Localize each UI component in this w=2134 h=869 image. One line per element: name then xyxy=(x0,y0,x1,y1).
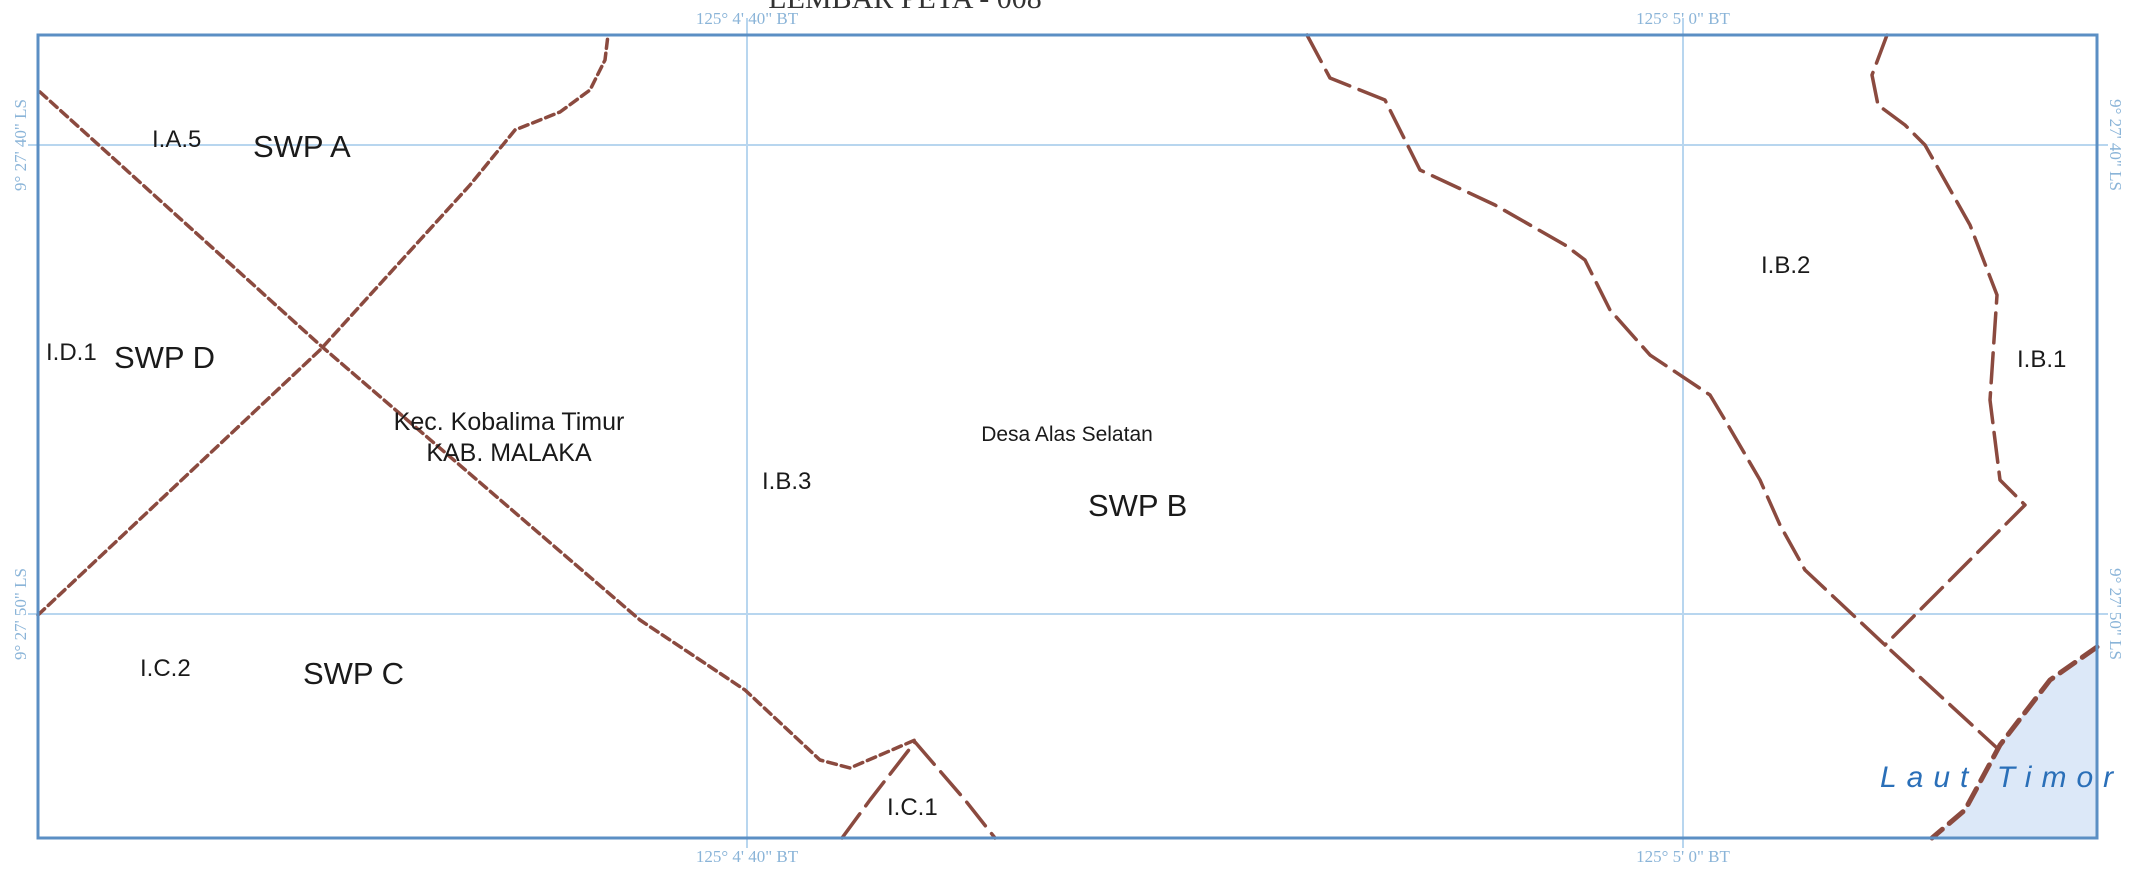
unit-label-ib1: I.B.1 xyxy=(2017,346,2066,373)
lat-label-right-1: 9° 27' 40" LS xyxy=(2106,99,2125,191)
zone-label-swp-c: SWP C xyxy=(303,656,404,691)
unit-label-id1: I.D.1 xyxy=(46,339,97,366)
admin-boundary-sw-ne xyxy=(36,33,610,617)
kecamatan-label: Kec. Kobalima Timur xyxy=(394,408,625,436)
sea-label: Laut Timor xyxy=(1880,761,2123,794)
lon-label-bottom-2: 125° 5' 0" BT xyxy=(1636,847,1730,866)
map-frame xyxy=(36,33,2099,840)
zone-label-swp-a: SWP A xyxy=(253,129,351,164)
unit-label-ic1: I.C.1 xyxy=(887,794,938,821)
sheet-title: LEMBAR PETA - 008 xyxy=(768,0,1041,15)
unit-label-ic2: I.C.2 xyxy=(140,655,191,682)
unit-boundary-ic1 xyxy=(840,740,997,840)
lon-label-bottom-1: 125° 4' 40" BT xyxy=(696,847,799,866)
lat-label-left-1: 9° 27' 40" LS xyxy=(11,99,30,191)
coastline xyxy=(1929,644,2100,841)
unit-label-ia5: I.A.5 xyxy=(152,126,201,153)
graticule-lines xyxy=(28,18,2108,848)
lat-label-right-2: 9° 27' 50" LS xyxy=(2106,568,2125,660)
unit-boundary-ib3-ib2 xyxy=(1305,33,1999,750)
lon-label-top-1: 125° 4' 40" BT xyxy=(696,9,799,28)
unit-label-ib3: I.B.3 xyxy=(762,468,811,495)
kabupaten-label: KAB. MALAKA xyxy=(426,439,592,467)
unit-boundary-ib2-ib1 xyxy=(1870,33,2027,647)
zone-label-swp-d: SWP D xyxy=(114,340,215,375)
admin-boundary-nw-se xyxy=(38,90,917,770)
unit-label-ib2: I.B.2 xyxy=(1761,252,1810,279)
sea-area xyxy=(1932,647,2097,838)
zone-label-swp-b: SWP B xyxy=(1088,488,1187,523)
boundary-lines xyxy=(36,33,2100,841)
lat-label-left-2: 9° 27' 50" LS xyxy=(11,568,30,660)
lon-label-top-2: 125° 5' 0" BT xyxy=(1636,9,1730,28)
desa-label: Desa Alas Selatan xyxy=(981,423,1153,446)
